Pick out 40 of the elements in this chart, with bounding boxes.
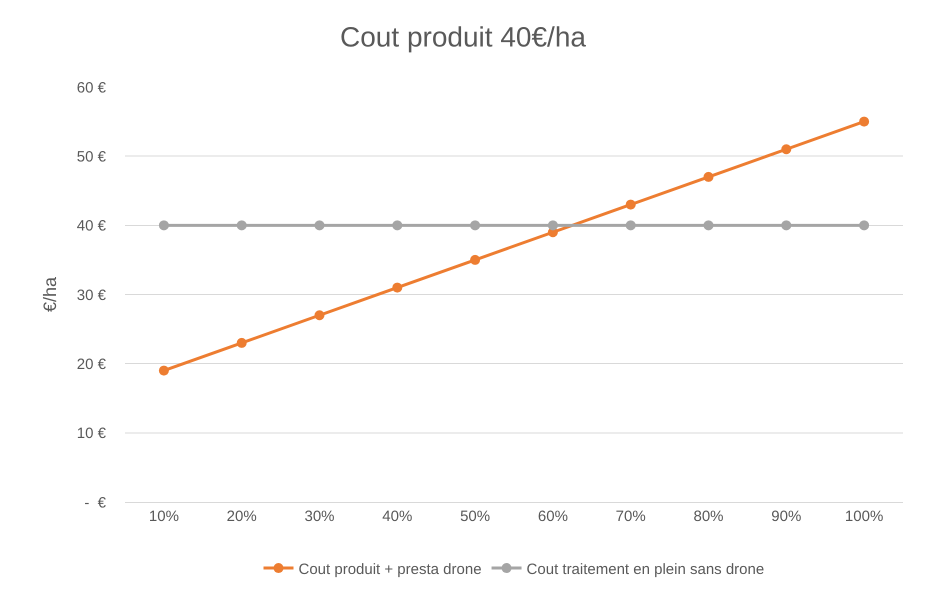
point	[392, 282, 402, 293]
point	[626, 200, 636, 210]
x-tick-label: 10%	[148, 508, 179, 525]
x-tick-label: 40%	[382, 508, 412, 525]
point	[470, 254, 480, 265]
point	[704, 172, 714, 182]
y-axis-title: €/ha	[40, 276, 60, 312]
point	[236, 338, 247, 348]
point	[859, 116, 870, 127]
point	[158, 220, 169, 230]
point	[158, 366, 169, 376]
x-tick-label: 60%	[538, 508, 568, 525]
point	[704, 220, 714, 230]
y-tick-label: - €	[84, 494, 107, 512]
y-tick-label: 20 €	[76, 356, 107, 373]
y-tick-label: 30 €	[76, 286, 107, 304]
x-tick-label: 100%	[844, 508, 884, 525]
point	[392, 220, 402, 230]
point	[626, 220, 636, 230]
point	[314, 310, 324, 320]
chart-title: Cout produit 40€/ha	[340, 22, 586, 53]
x-tick-label: 20%	[226, 508, 257, 525]
legend-label: Cout produit + presta drone	[298, 560, 482, 578]
x-tick-label: 30%	[304, 508, 335, 525]
y-tick-label: 10 €	[76, 425, 107, 442]
x-tick-label: 80%	[693, 508, 724, 525]
point	[781, 144, 792, 154]
point	[781, 220, 792, 230]
point	[314, 220, 324, 230]
y-tick-label: 60 €	[76, 79, 107, 96]
y-tick-label: 50 €	[76, 148, 107, 166]
point	[859, 220, 870, 230]
x-tick-label: 90%	[771, 508, 802, 525]
x-tick-label: 50%	[460, 508, 490, 525]
legend-label: Cout traitement en plein sans drone	[526, 560, 764, 578]
y-tick-label: 40 €	[76, 218, 107, 235]
point	[548, 220, 558, 230]
point	[236, 220, 247, 230]
point	[470, 220, 480, 230]
x-tick-label: 70%	[616, 508, 646, 525]
